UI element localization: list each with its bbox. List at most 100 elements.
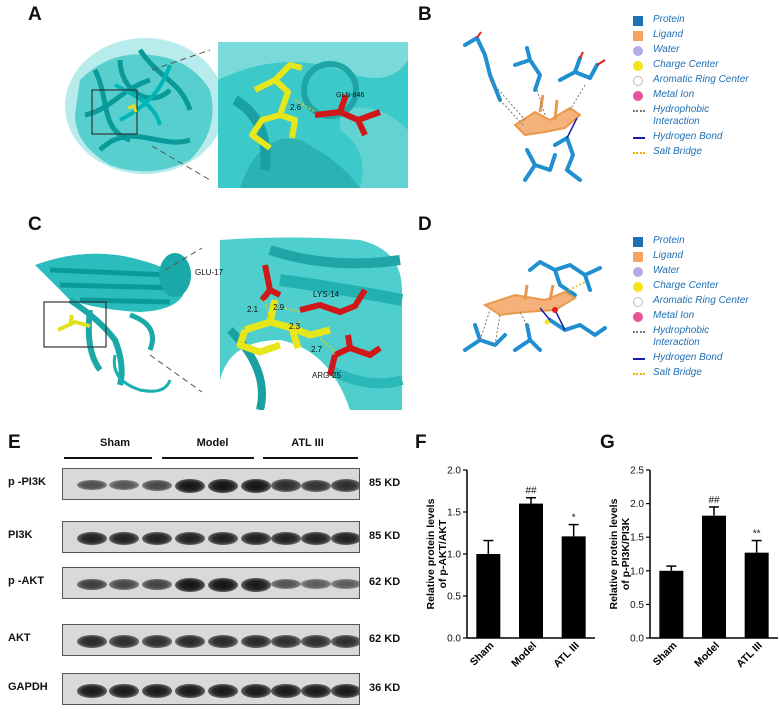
b-legend-swatch-1 [633,31,643,41]
chart-g-x-tick-label-1: Model [692,640,722,670]
chart-f-y-tick-label: 0.5 [447,592,461,603]
panel-label-c: C [28,214,42,235]
blot-band [175,578,205,592]
d-legend-label-3: Charge Center [653,280,719,291]
d-legend-swatch-2 [633,267,643,277]
b-legend-label-3: Charge Center [653,59,719,70]
chart-g-y-tick-label: 2.0 [630,499,644,510]
b-legend-label-4: Aromatic Ring Center [653,74,749,85]
selection-box-c [43,301,107,348]
d-legend-swatch-3 [633,282,643,292]
blot-band [175,479,205,493]
blot-band [175,532,205,546]
b-legend-swatch-8 [633,152,645,154]
blot-band [241,684,271,698]
blot-band [175,684,205,698]
blot-strip-3 [62,624,360,656]
d-legend-swatch-8 [633,373,645,375]
d-legend-label-5: Metal Ion [653,310,695,321]
chart-f-y-tick-label: 1.5 [447,508,461,519]
selection-box-a [91,89,138,135]
b-legend-label-8: Salt Bridge [653,146,702,157]
d-legend-label-2: Water [653,265,680,276]
protein-cartoon-overall-c [35,253,191,393]
blot-band [208,684,238,698]
chart-f-x-tick-label-1: Model [509,640,539,670]
blot-protein-label-4: GAPDH [8,681,48,693]
blot-band [331,479,359,492]
bar-chart-g: 0.0 0.5 1.0 1.5 2.0 2.5 Relative protein level… [608,466,778,671]
b-legend-swatch-3 [633,61,643,71]
b-legend-swatch-4 [633,76,643,86]
chart-f-y-tick-label: 0.0 [447,634,461,645]
chart-g-x-tick-label-0: Sham [651,640,680,669]
zoomed-binding-pocket-a [218,42,408,188]
d-legend-label-8: Salt Bridge [653,367,702,378]
chart-f-y-axis-label-text: Relative protein levelsof p-AKT/AKT [425,498,449,609]
blot-band [175,635,205,649]
blot-band [331,635,359,648]
chart-g-significance-1: ## [708,495,720,506]
d-legend-swatch-1 [633,252,643,262]
distance-label-a: 2.6 [290,103,302,112]
blot-band [142,684,172,698]
blot-band [241,532,271,546]
protein-residues-d [463,260,607,352]
group-label-sham: Sham [100,437,130,449]
panel-label-g: G [600,432,615,453]
chart-f-y-axis-label: Relative protein levelsof p-AKT/AKT [425,498,449,609]
blot-band [77,479,107,491]
blot-protein-label-1: PI3K [8,529,33,541]
blot-protein-label-3: AKT [8,632,31,644]
group-label-model: Model [196,437,229,449]
blot-strip-4 [62,673,360,705]
chart-g-significance-2: ** [753,529,761,540]
blot-band [208,578,238,592]
blot-band [109,480,139,490]
blot-protein-label-0: p -PI3K [8,476,46,488]
blot-band [208,532,238,546]
chart-f-x-tick-label-group-0: Sham [468,640,497,669]
oxygen-atoms-b [476,31,606,66]
chart-f-x-tick-label-group-1: Model [509,640,539,670]
b-legend-label-0: Protein [653,14,685,25]
blot-band [271,532,301,546]
d-legend-swatch-7 [633,358,645,360]
chart-f-significance-2: * [572,513,576,524]
b-legend-label-1: Ligand [653,29,684,40]
blot-size-label-4: 36 KD [369,682,401,694]
blot-band [241,479,271,493]
group-label-atl3: ATL III [291,437,324,449]
blot-band [109,532,139,546]
d-legend-swatch-6 [633,331,645,333]
blot-band [208,635,238,649]
blot-band [109,684,139,698]
blot-band [331,579,359,589]
panel-c-structure: GLU-17 LYS-14 ARG-25 2.1 2.9 2.3 2.7 [35,237,404,410]
blot-band [77,578,107,591]
blot-band [241,635,271,649]
chart-g-y-axis-label-text: Relative protein levelsof p-PI3K/PI3K [608,498,632,609]
d-legend-label-6: Hydrophobic Interaction [653,325,710,348]
blot-band [109,578,139,590]
chart-f-significance-1: ## [525,486,537,497]
blot-band [331,684,359,698]
blot-size-label-3: 62 KD [369,633,401,645]
hydrophobic-interactions-b [489,79,586,126]
d-legend-label-7: Hydrogen Bond [653,352,723,363]
chart-g-bar-0 [659,570,684,638]
hydrophobic-interactions-d [479,309,528,346]
group-line-sham [64,457,152,459]
chart-g-x-tick-label-group-0: Sham [651,640,680,669]
chart-f-bar-1 [519,503,543,638]
chart-g-x-tick-label-2: ATL III [734,640,765,671]
protein-residues-b [463,36,599,182]
chart-g-bar-1 [702,515,726,638]
chart-g-x-tick-label-group-2: ATL III [734,640,765,671]
b-legend-label-7: Hydrogen Bond [653,131,723,142]
blot-band [301,532,331,546]
chart-g-y-tick-label: 0.5 [630,600,644,611]
residue-label-glu17: GLU-17 [195,268,224,277]
chart-g-y-tick-label: 1.0 [630,566,644,577]
blot-band [271,635,301,648]
